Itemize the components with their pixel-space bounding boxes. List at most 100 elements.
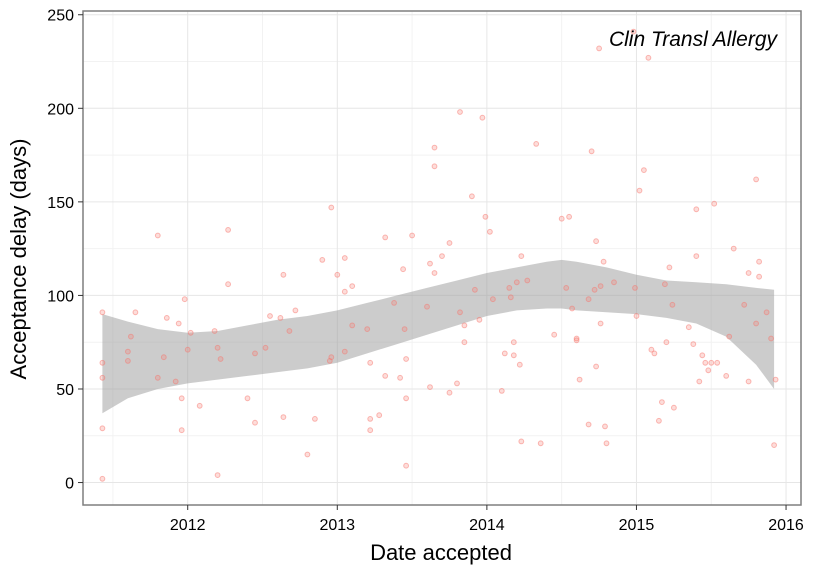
data-point <box>178 427 185 434</box>
data-point <box>507 294 514 301</box>
data-point <box>469 193 475 200</box>
y-tick-label: 150 <box>47 195 74 212</box>
data-point <box>482 213 489 220</box>
data-point <box>693 253 700 260</box>
data-point <box>726 333 733 340</box>
journal-annotation: Clin Transl Allergy <box>609 28 779 51</box>
data-point <box>341 348 348 355</box>
data-point <box>367 416 374 422</box>
data-point <box>585 421 592 428</box>
data-point <box>498 388 505 394</box>
data-point <box>461 322 468 329</box>
data-point <box>252 350 258 357</box>
data-point <box>184 346 191 353</box>
data-point <box>506 285 513 291</box>
data-point <box>597 283 604 290</box>
data-point <box>533 141 540 147</box>
data-point <box>573 335 580 342</box>
data-point <box>763 309 770 316</box>
data-point <box>125 348 131 355</box>
data-point <box>690 341 697 348</box>
data-point <box>669 301 676 308</box>
data-point <box>277 315 284 321</box>
data-point <box>593 238 599 245</box>
data-point <box>487 228 493 235</box>
data-point <box>593 363 599 370</box>
data-point <box>431 270 438 276</box>
data-point <box>723 373 730 379</box>
data-point <box>403 395 410 402</box>
data-point <box>457 309 463 316</box>
data-point <box>319 257 326 263</box>
data-point <box>645 54 652 61</box>
x-tick-label: 2014 <box>469 517 505 534</box>
data-point <box>756 273 762 280</box>
data-point <box>611 279 617 286</box>
x-tick-label: 2012 <box>170 517 206 534</box>
data-point <box>576 376 583 383</box>
data-point <box>630 28 637 35</box>
data-point <box>181 296 188 303</box>
data-point <box>524 277 531 284</box>
data-point <box>163 315 170 321</box>
data-point <box>217 356 224 362</box>
x-axis-title: Date accepted <box>370 540 512 565</box>
data-point <box>636 187 643 194</box>
data-point <box>588 148 595 155</box>
data-point <box>741 301 748 308</box>
data-point <box>753 176 759 183</box>
data-point <box>328 354 335 361</box>
data-point <box>225 227 232 233</box>
data-points <box>99 28 779 482</box>
data-point <box>513 279 520 286</box>
data-point <box>382 234 389 241</box>
data-point <box>397 374 404 381</box>
data-point <box>409 232 416 239</box>
data-point <box>244 395 251 402</box>
x-tick-label: 2016 <box>768 517 804 534</box>
data-point <box>401 326 408 333</box>
data-point <box>262 344 269 351</box>
data-point <box>510 352 517 359</box>
data-point <box>400 266 407 273</box>
data-point <box>772 376 779 383</box>
data-point <box>252 419 258 426</box>
data-point <box>280 271 287 278</box>
data-point <box>446 389 453 396</box>
data-point <box>403 462 410 469</box>
data-point <box>510 339 517 346</box>
data-point <box>659 399 665 406</box>
y-tick-label: 200 <box>47 101 74 118</box>
data-point <box>714 359 721 366</box>
data-point <box>600 258 607 265</box>
data-point <box>349 283 356 290</box>
data-point <box>558 215 565 222</box>
y-tick-label: 50 <box>56 382 74 399</box>
data-point <box>696 378 703 385</box>
data-point <box>172 378 179 385</box>
data-point <box>537 440 544 447</box>
data-point <box>367 427 374 434</box>
data-point <box>328 204 335 211</box>
data-point <box>671 404 677 411</box>
data-point <box>693 206 700 213</box>
data-point <box>454 380 460 387</box>
data-point <box>563 285 570 291</box>
data-point <box>132 309 139 316</box>
data-point <box>632 285 638 291</box>
data-point <box>312 416 318 422</box>
data-point <box>551 331 558 338</box>
data-point <box>431 163 438 170</box>
x-tick-label: 2013 <box>319 517 355 534</box>
data-point <box>367 359 374 366</box>
data-point <box>648 346 655 353</box>
y-tick-label: 0 <box>65 476 74 493</box>
data-point <box>666 264 673 271</box>
data-point <box>214 472 221 479</box>
data-point <box>651 350 658 357</box>
data-point <box>364 326 371 333</box>
data-point <box>685 324 692 331</box>
smooth-confidence-band <box>102 259 775 414</box>
y-axis-ticks: 0 50 100 150 200 250 <box>47 8 83 493</box>
